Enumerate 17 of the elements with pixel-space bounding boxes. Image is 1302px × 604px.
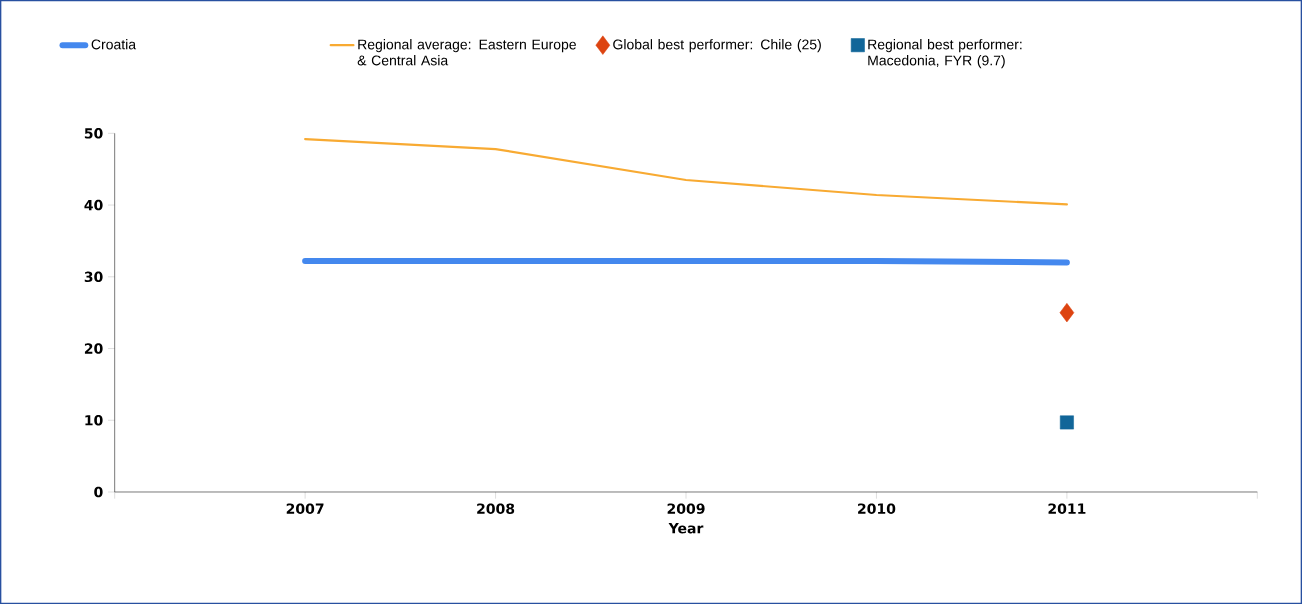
y-tick-label: 30 xyxy=(84,271,103,283)
x-tick-label: 2010 xyxy=(858,503,896,514)
line-series xyxy=(304,138,1068,206)
y-tick-label: 0 xyxy=(94,486,103,498)
x-tick-label: 2008 xyxy=(477,503,515,514)
x-tick-label: 2007 xyxy=(286,503,324,514)
y-tick-label: 10 xyxy=(85,414,103,426)
x-axis-title: Year xyxy=(668,523,704,534)
legend-label: Regional average: Eastern Europe & Central Asia xyxy=(357,39,576,66)
y-tick-label: 20 xyxy=(84,343,103,354)
legend-label: Croatia xyxy=(91,39,137,50)
x-tick-label: 2009 xyxy=(667,503,705,514)
legend-label: Global best performer: Chile (25) xyxy=(613,39,821,53)
x-tick-label: 2011 xyxy=(1048,503,1086,514)
y-tick-label: 40 xyxy=(84,199,103,211)
legend-label: Regional best performer: Macedonia, FYR (9.7) xyxy=(868,39,1022,69)
y-tick-label: 50 xyxy=(84,128,103,139)
